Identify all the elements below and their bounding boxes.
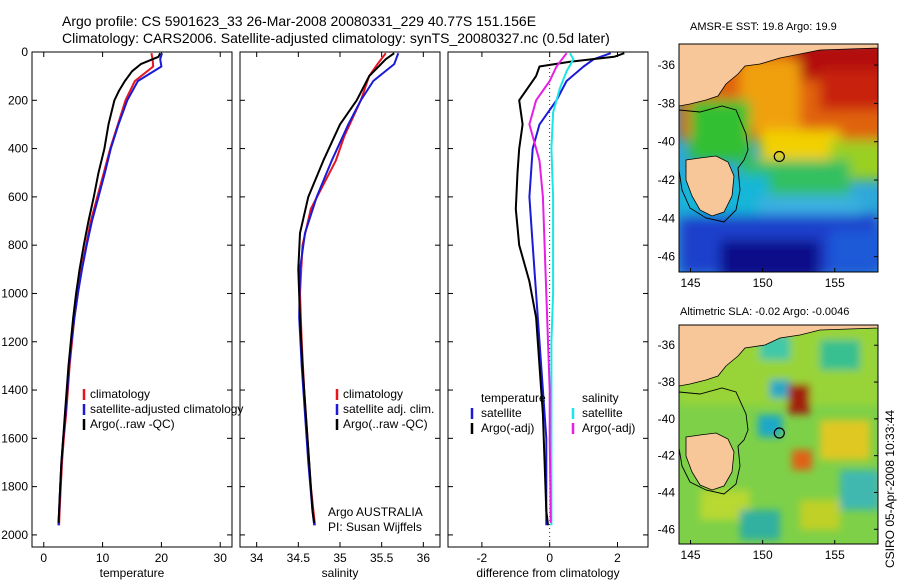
sla_map-lat-label: -44 bbox=[658, 485, 676, 499]
depth-tick-label: 600 bbox=[8, 190, 28, 204]
series-line-argo-raw-qc- bbox=[297, 52, 395, 524]
salinity-xtick-label: 36 bbox=[417, 551, 431, 565]
sst_map-lon-label: 150 bbox=[753, 276, 773, 290]
salinity-xtick-label: 34.5 bbox=[287, 551, 311, 565]
depth-tick-label: 1600 bbox=[1, 431, 28, 445]
argo-credit-line1: Argo AUSTRALIA bbox=[328, 505, 423, 519]
legend-title-temperature: temperature bbox=[481, 391, 546, 405]
sla_map-lat-label: -46 bbox=[658, 522, 676, 536]
temperature-xtick-label: 20 bbox=[155, 551, 169, 565]
temperature-xtick-label: 0 bbox=[40, 551, 47, 565]
sst-map-title: AMSR-E SST: 19.8 Argo: 19.9 bbox=[690, 21, 837, 33]
legend-label: satellite-adjusted climatology bbox=[90, 402, 243, 416]
sst_map-lat-label: -40 bbox=[658, 135, 676, 149]
series-line-salinity-satellite bbox=[550, 52, 575, 526]
temperature-xtick-label: 30 bbox=[214, 551, 228, 565]
sst-map-panel: AMSR-E SST: 19.8 Argo: 19.9 bbox=[658, 21, 879, 290]
series-line-climatology bbox=[58, 53, 155, 526]
sla_map-lat-label: -38 bbox=[658, 375, 676, 389]
depth-tick-label: 200 bbox=[8, 93, 28, 107]
sst_map-lat-label: -46 bbox=[658, 250, 676, 264]
salinity-profile-panel: 34 34.5 35 35.5 36 salinity climatologysatelli… bbox=[239, 51, 441, 580]
depth-tick-label: 2000 bbox=[1, 528, 28, 542]
depth-tick-label: 400 bbox=[8, 142, 28, 156]
difference-xtick-label: -2 bbox=[477, 551, 488, 565]
legend-title-salinity: salinity bbox=[582, 391, 619, 405]
series-line-argo-raw-qc- bbox=[57, 52, 162, 523]
sla-map-panel: Altimetric SLA: -0.02 Argo: -0.0046 bbox=[658, 306, 879, 562]
salinity-xtick-label: 35 bbox=[333, 551, 347, 565]
sst_map-lon-label: 145 bbox=[681, 276, 701, 290]
depth-tick-label: 1800 bbox=[1, 480, 28, 494]
legend-label: Argo(..raw -QC) bbox=[343, 417, 428, 431]
temperature-xtick-label: 10 bbox=[96, 551, 110, 565]
series-line-temperature-argo-adj- bbox=[514, 52, 625, 526]
depth-tick-label: 0 bbox=[21, 45, 28, 59]
sla_map-lon-label: 145 bbox=[681, 548, 701, 562]
difference-axes-box bbox=[447, 51, 649, 548]
csiro-timestamp: CSIRO 05-Apr-2008 10:33:44 bbox=[883, 410, 897, 568]
sst_map-lat-label: -36 bbox=[658, 58, 676, 72]
argo-credit-line2: PI: Susan Wijffels bbox=[328, 520, 422, 534]
series-line-satellite-adjusted-climatology bbox=[57, 52, 163, 526]
argo-position-marker-sst bbox=[773, 150, 785, 163]
salinity-xtick-label: 34 bbox=[250, 551, 264, 565]
argo-position-marker-sla bbox=[773, 427, 785, 439]
salinity-xtick-label: 35.5 bbox=[370, 551, 394, 565]
sst_map-lat-label: -42 bbox=[658, 173, 676, 187]
difference-xtick-label: 0 bbox=[546, 551, 553, 565]
series-line-satellite-adj-clim- bbox=[298, 52, 400, 526]
sla_map-lon-label: 150 bbox=[753, 548, 773, 562]
figure-title-line2: Climatology: CARS2006. Satellite-adjuste… bbox=[62, 30, 610, 46]
sla-map-title: Altimetric SLA: -0.02 Argo: -0.0046 bbox=[680, 306, 849, 318]
sst_map-lon-label: 155 bbox=[825, 276, 845, 290]
difference-xlabel: difference from climatology bbox=[476, 566, 619, 580]
temperature-axes-box bbox=[31, 51, 233, 548]
legend-label: satellite bbox=[481, 406, 522, 420]
sla_map-lat-label: -36 bbox=[658, 338, 676, 352]
series-line-salinity-argo-adj- bbox=[528, 52, 568, 523]
figure-title-line1: Argo profile: CS 5901623_33 26-Mar-2008 … bbox=[62, 13, 536, 29]
series-line-temperature-satellite bbox=[528, 52, 612, 526]
legend-label: satellite adj. clim. bbox=[343, 402, 434, 416]
sst_map-lat-label: -44 bbox=[658, 211, 676, 225]
series-line-climatology bbox=[299, 52, 387, 526]
difference-xtick-label: 2 bbox=[614, 551, 621, 565]
legend-label: climatology bbox=[343, 387, 403, 401]
legend-label: Argo(-adj) bbox=[582, 421, 635, 435]
depth-tick-label: 1400 bbox=[1, 383, 28, 397]
depth-tick-label: 1200 bbox=[1, 335, 28, 349]
legend-label: climatology bbox=[90, 387, 150, 401]
legend-label: Argo(-adj) bbox=[481, 421, 534, 435]
depth-tick-label: 1000 bbox=[1, 286, 28, 300]
sla_map-lat-label: -40 bbox=[658, 412, 676, 426]
temperature-profile-panel: 0 10 20 30 0 200 400 600 800 1000 1200 1400 1600 1800… bbox=[1, 45, 243, 580]
legend-label: Argo(..raw -QC) bbox=[90, 417, 175, 431]
depth-tick-label: 800 bbox=[8, 238, 28, 252]
temperature-xlabel: temperature bbox=[100, 566, 165, 580]
sst_map-lat-label: -38 bbox=[658, 96, 676, 110]
legend-label: satellite bbox=[582, 406, 623, 420]
sla_map-lon-label: 155 bbox=[825, 548, 845, 562]
salinity-xlabel: salinity bbox=[322, 566, 359, 580]
sla_map-lat-label: -42 bbox=[658, 449, 676, 463]
